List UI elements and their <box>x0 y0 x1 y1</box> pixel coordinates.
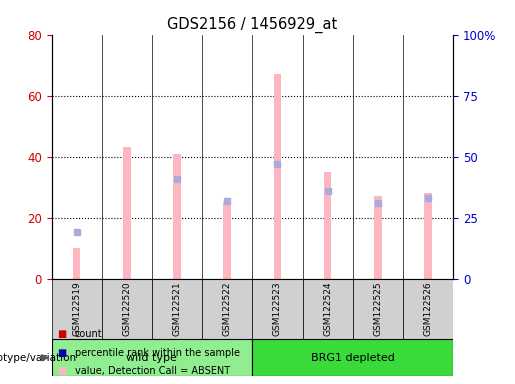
Bar <box>403 279 453 339</box>
Text: GSM122525: GSM122525 <box>373 281 382 336</box>
Bar <box>52 279 102 339</box>
Text: GSM122522: GSM122522 <box>223 282 232 336</box>
Text: ■: ■ <box>57 348 66 358</box>
Bar <box>324 172 332 279</box>
Bar <box>252 339 453 376</box>
Bar <box>353 279 403 339</box>
Bar <box>73 248 80 279</box>
Text: ■: ■ <box>57 366 66 376</box>
Text: GSM122524: GSM122524 <box>323 282 332 336</box>
Bar <box>224 202 231 279</box>
Text: wild type: wild type <box>127 353 177 363</box>
Text: GSM122521: GSM122521 <box>173 281 181 336</box>
Bar <box>152 279 202 339</box>
Text: GSM122519: GSM122519 <box>72 281 81 336</box>
Text: ■: ■ <box>57 329 66 339</box>
Bar <box>173 154 181 279</box>
Text: value, Detection Call = ABSENT: value, Detection Call = ABSENT <box>75 366 230 376</box>
Bar <box>102 279 152 339</box>
Text: GSM122523: GSM122523 <box>273 281 282 336</box>
Text: count: count <box>75 329 102 339</box>
Text: GSM122520: GSM122520 <box>123 281 131 336</box>
Bar <box>273 74 281 279</box>
Bar <box>123 147 131 279</box>
Bar <box>202 279 252 339</box>
Text: GSM122526: GSM122526 <box>424 281 433 336</box>
Bar <box>52 339 252 376</box>
Bar <box>303 279 353 339</box>
Title: GDS2156 / 1456929_at: GDS2156 / 1456929_at <box>167 17 337 33</box>
Text: BRG1 depleted: BRG1 depleted <box>311 353 394 363</box>
Text: percentile rank within the sample: percentile rank within the sample <box>75 348 239 358</box>
Bar <box>424 193 432 279</box>
Bar <box>374 196 382 279</box>
Bar <box>252 279 303 339</box>
Text: genotype/variation: genotype/variation <box>0 353 76 363</box>
